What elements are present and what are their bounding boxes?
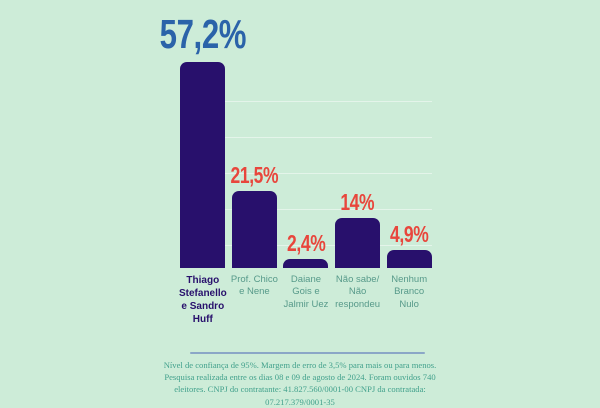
footer-separator-line xyxy=(190,352,425,354)
category-label-thiago-stefanello: Thiago Stefanello e Sandro Huff xyxy=(179,275,227,325)
bar-column-nenhum-branco-nulo: 4,9% xyxy=(383,0,435,268)
bar-prof-chico xyxy=(231,190,277,268)
category-label-prof-chico: Prof. Chico e Nene xyxy=(230,274,278,298)
value-label: 21,5% xyxy=(230,161,279,188)
bar-nao-sabe xyxy=(335,217,381,268)
category-label-daiane-gois: Daiane Gois e Jalmir Uez xyxy=(283,274,329,310)
survey-disclaimer-text: Nível de confiança de 95%. Margem de err… xyxy=(163,360,437,407)
value-label: 14% xyxy=(340,188,375,215)
bar-column-prof-chico: 21,5% xyxy=(229,0,281,268)
category-labels-row: Thiago Stefanello e Sandro Huff Prof. Ch… xyxy=(177,274,435,326)
category-label-nenhum-branco-nulo: Nenhum Branco Nulo xyxy=(391,274,428,310)
value-label: 4,9% xyxy=(390,221,429,248)
bar-column-nao-sabe: 14% xyxy=(332,0,384,268)
bar-chart-area: 57,2% 21,5% 2,4% 14% 4,9% xyxy=(160,0,435,268)
category-label-nao-sabe: Não sabe/ Não respondeu xyxy=(335,274,381,310)
bar-column-thiago-stefanello: 57,2% xyxy=(160,0,246,268)
bar-daiane-gois xyxy=(283,259,329,268)
bar-nenhum-branco-nulo xyxy=(386,250,432,268)
bar-column-daiane-gois: 2,4% xyxy=(280,0,332,268)
value-label: 57,2% xyxy=(159,11,247,58)
bar-thiago-stefanello xyxy=(180,62,226,268)
value-label: 2,4% xyxy=(286,230,326,257)
